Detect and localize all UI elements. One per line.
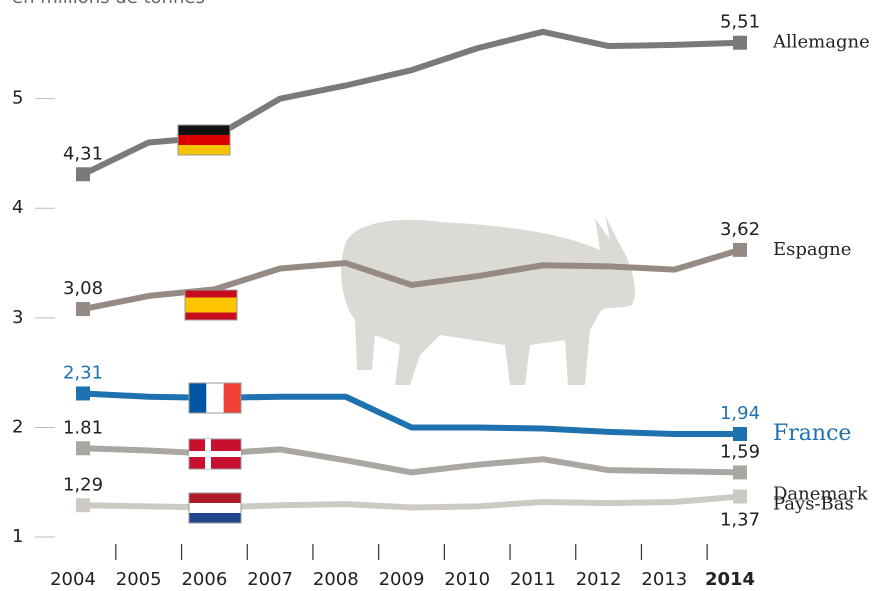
flag-stripe [178, 145, 230, 155]
x-tick-label: 2014 [705, 569, 755, 590]
series-line [82, 445, 741, 476]
pig-silhouette [341, 215, 635, 385]
series-label: France [773, 421, 851, 446]
flag-border [184, 289, 238, 321]
point-marker [733, 35, 747, 50]
value-label: 1,29 [63, 474, 103, 495]
point-marker [76, 386, 90, 401]
y-tick-label: 4 [12, 197, 23, 218]
flag-stripe [206, 383, 224, 413]
flag-stripe [223, 383, 241, 413]
x-tick-label: 2010 [444, 569, 490, 590]
flag-netherlands [188, 492, 242, 524]
flag-cross [189, 451, 241, 457]
x-tick-label: 2005 [116, 569, 162, 590]
value-label: 1,37 [720, 509, 760, 530]
y-tick-label: 3 [12, 307, 23, 328]
value-label: 5,51 [720, 12, 760, 33]
x-tick-label: 2007 [247, 569, 293, 590]
x-tick-label: 2004 [50, 569, 96, 590]
y-tick-label: 5 [12, 88, 23, 109]
point-marker [76, 498, 90, 513]
flag-stripe [189, 383, 207, 413]
flag-stripe [185, 290, 237, 298]
flag-stripe [189, 493, 241, 503]
value-label: 3,62 [720, 219, 760, 240]
point-marker [733, 465, 747, 480]
series-line [82, 493, 741, 511]
flag-germany [177, 124, 231, 156]
value-label: 4,31 [63, 143, 103, 164]
flag-stripe [189, 513, 241, 523]
value-label: 3,08 [63, 278, 103, 299]
y-tick-label: 1 [12, 526, 23, 547]
flag-stripe [185, 312, 237, 320]
flag-stripe [189, 503, 241, 513]
series-label: Espagne [773, 239, 851, 260]
point-marker [733, 427, 747, 442]
point-marker [76, 441, 90, 456]
flag-border [188, 492, 242, 524]
x-tick-label: 2011 [510, 569, 556, 590]
series-label: Pays-Bas [773, 493, 854, 514]
x-tick-label: 2008 [313, 569, 359, 590]
flag-spain [184, 289, 238, 321]
value-label: 1.81 [63, 417, 103, 438]
subtitle: en millions de tonnes [12, 0, 205, 8]
value-label: 1,94 [720, 403, 760, 424]
point-marker [733, 489, 747, 504]
x-tick-label: 2006 [181, 569, 227, 590]
y-tick-label: 2 [12, 416, 23, 437]
flag-border [188, 382, 242, 414]
flag-stripe [185, 297, 237, 305]
x-tick-label: 2012 [576, 569, 622, 590]
point-marker [76, 302, 90, 317]
series-label: Allemagne [772, 32, 870, 53]
flag-stripe [178, 125, 230, 135]
flag-france [188, 382, 242, 414]
flag-denmark [188, 438, 242, 470]
x-tick-label: 2009 [379, 569, 425, 590]
flag-border [177, 124, 231, 156]
value-label: 2,31 [63, 362, 103, 383]
point-marker [733, 242, 747, 257]
point-marker [76, 167, 90, 182]
flag-stripe [178, 135, 230, 145]
series-line [82, 390, 740, 438]
x-tick-label: 2013 [641, 569, 687, 590]
series-label: Danemark [773, 483, 869, 504]
value-label: 1,59 [720, 441, 760, 462]
flag-stripe [185, 305, 237, 313]
